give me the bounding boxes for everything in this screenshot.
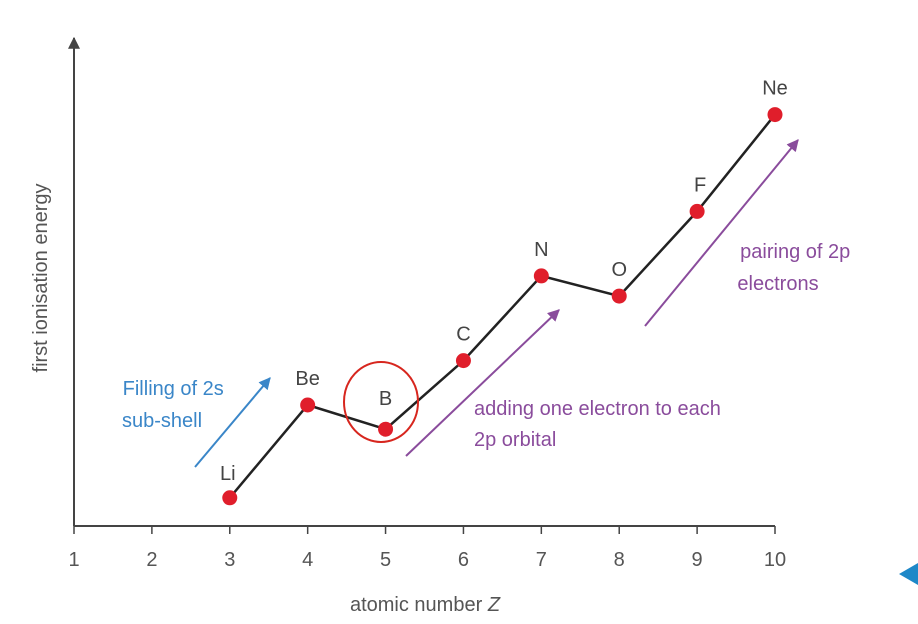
element-label-b: B: [379, 388, 392, 410]
data-point-be: [300, 397, 316, 413]
x-tick-label: 6: [458, 549, 469, 571]
annotation-adding-2p: adding one electron to each 2p orbital: [474, 398, 726, 451]
x-tick-label: 9: [692, 549, 703, 571]
element-label-be: Be: [295, 368, 319, 390]
annotation-pairing-2p-line2: electrons: [737, 273, 818, 295]
x-tick-label: 8: [614, 549, 625, 571]
x-tick-label: 1: [68, 549, 79, 571]
data-point-c: [455, 353, 471, 369]
highlight-circle: [343, 361, 419, 443]
element-labels: Li Be B C N O F Ne: [220, 78, 788, 485]
annotation-pairing-2p: pairing of 2p electrons: [737, 241, 855, 295]
element-label-f: F: [694, 174, 706, 196]
annotation-adding-2p-line2: 2p orbital: [474, 429, 556, 451]
annotation-filling-2s-line1: Filling of 2s: [123, 378, 224, 400]
x-tick-label: 2: [146, 549, 157, 571]
data-point-b: [378, 421, 394, 437]
annotation-filling-2s: Filling of 2s sub-shell: [122, 378, 229, 432]
x-axis-title-variable: Z: [487, 594, 501, 616]
series-line: [228, 113, 776, 499]
data-point-li: [222, 490, 238, 506]
element-label-li: Li: [220, 463, 236, 485]
arrow-adding-2p: [405, 309, 560, 457]
element-label-ne: Ne: [762, 78, 788, 100]
annotation-pairing-2p-line1: pairing of 2p: [740, 241, 850, 263]
element-label-n: N: [534, 239, 548, 261]
arrow-pairing-2p: [644, 139, 799, 327]
x-axis-ticks: 1 2 3 4 5 6 7 8 9 10: [68, 526, 786, 571]
x-axis-title: atomic number Z: [350, 594, 501, 616]
x-tick-label: 5: [380, 549, 391, 571]
data-points: [222, 107, 783, 506]
x-tick-label: 3: [224, 549, 235, 571]
annotation-filling-2s-line2: sub-shell: [122, 410, 202, 432]
annotation-adding-2p-line1: adding one electron to each: [474, 398, 721, 420]
x-tick-label: 10: [764, 549, 786, 571]
data-point-ne: [767, 107, 783, 123]
element-label-c: C: [456, 324, 470, 346]
x-tick-label: 7: [536, 549, 547, 571]
element-label-o: O: [611, 259, 627, 281]
x-axis-title-text: atomic number: [350, 594, 483, 616]
data-point-o: [611, 288, 627, 304]
data-point-n: [533, 268, 549, 284]
y-axis-title: first ionisation energy: [30, 184, 52, 373]
arrow-filling-2s: [194, 377, 271, 468]
x-tick-label: 4: [302, 549, 313, 571]
data-point-f: [689, 203, 705, 219]
nav-triangle-icon[interactable]: [899, 563, 918, 585]
